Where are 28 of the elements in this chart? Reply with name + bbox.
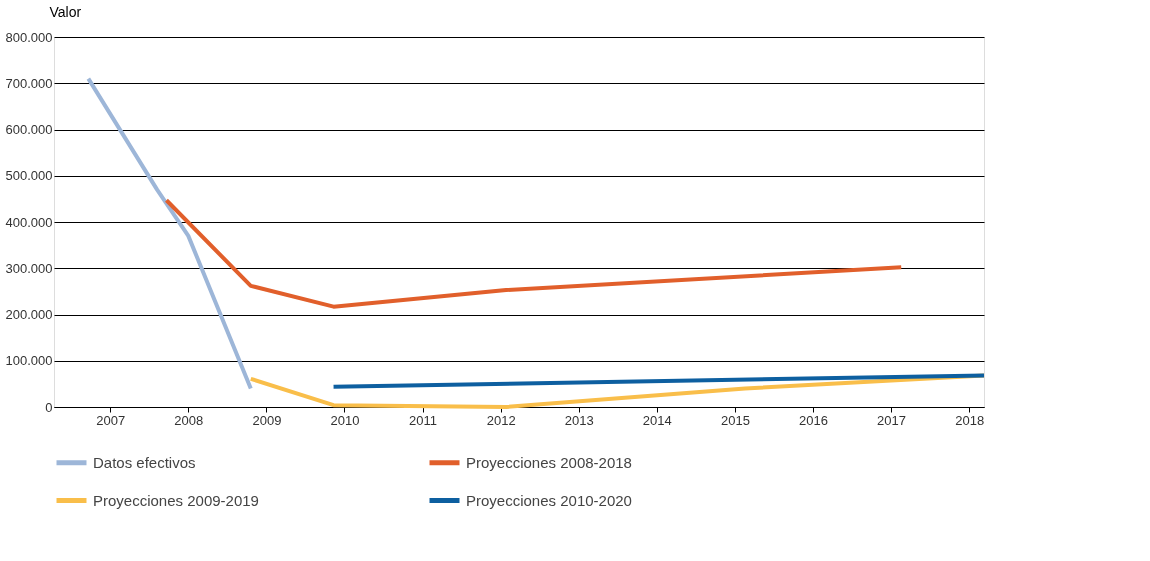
legend-label: Proyecciones 2009-2019 [93, 491, 259, 509]
x-tick-label: 2018 [955, 412, 985, 428]
legend-label: Datos efectivos [93, 453, 196, 471]
y-tick-label: 800.000 [5, 29, 53, 45]
y-axis-title: Valor [49, 3, 82, 20]
x-tick-label: 2017 [877, 412, 907, 428]
x-tick-label: 2008 [174, 412, 204, 428]
legend-label: Proyecciones 2008-2018 [466, 453, 632, 471]
y-tick-label: 200.000 [5, 307, 53, 322]
y-tick-label: 600.000 [5, 122, 53, 137]
x-tick-label: 2014 [642, 412, 672, 428]
y-tick-label: 500.000 [5, 168, 53, 184]
x-tick-label: 2011 [409, 412, 438, 428]
y-tick-label: 0 [45, 399, 53, 415]
y-tick-label: 400.000 [5, 214, 53, 230]
x-tick-label: 2016 [799, 412, 828, 428]
y-tick-label: 300.000 [5, 260, 53, 276]
y-tick-label: 700.000 [5, 75, 53, 91]
x-tick-label: 2012 [486, 412, 516, 428]
x-tick-label: 2010 [330, 412, 360, 428]
line-series [164, 198, 904, 309]
x-tick-label: 2009 [252, 412, 282, 428]
line-series [86, 76, 253, 391]
y-tick-label: 100.000 [5, 353, 53, 369]
x-tick-label: 2013 [564, 412, 594, 428]
x-tick-label: 2015 [720, 412, 750, 428]
legend-label: Proyecciones 2010-2020 [466, 491, 632, 509]
x-tick-label: 2007 [96, 412, 126, 428]
